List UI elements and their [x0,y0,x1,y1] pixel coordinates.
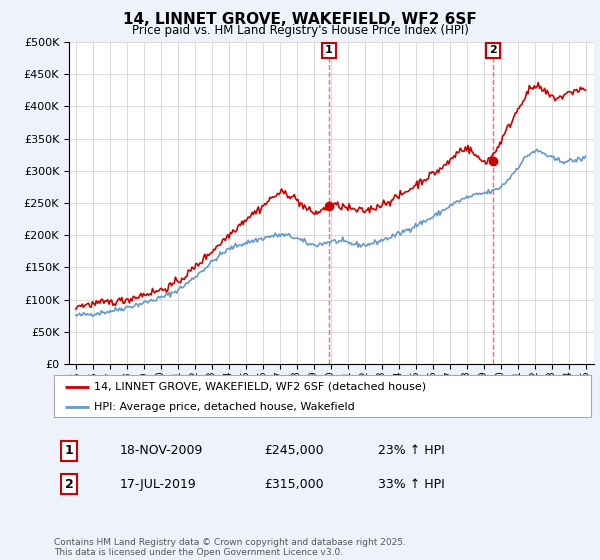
Text: 1: 1 [65,444,73,458]
Text: 14, LINNET GROVE, WAKEFIELD, WF2 6SF (detached house): 14, LINNET GROVE, WAKEFIELD, WF2 6SF (de… [94,382,427,392]
Text: 2: 2 [489,45,497,55]
Text: £245,000: £245,000 [264,444,323,458]
Text: Contains HM Land Registry data © Crown copyright and database right 2025.
This d: Contains HM Land Registry data © Crown c… [54,538,406,557]
Text: 14, LINNET GROVE, WAKEFIELD, WF2 6SF: 14, LINNET GROVE, WAKEFIELD, WF2 6SF [123,12,477,27]
Text: 2: 2 [65,478,73,491]
Text: £315,000: £315,000 [264,478,323,491]
Text: Price paid vs. HM Land Registry's House Price Index (HPI): Price paid vs. HM Land Registry's House … [131,24,469,36]
Text: 23% ↑ HPI: 23% ↑ HPI [378,444,445,458]
Text: 33% ↑ HPI: 33% ↑ HPI [378,478,445,491]
Text: HPI: Average price, detached house, Wakefield: HPI: Average price, detached house, Wake… [94,402,355,412]
Text: 17-JUL-2019: 17-JUL-2019 [120,478,197,491]
Text: 1: 1 [325,45,333,55]
Text: 18-NOV-2009: 18-NOV-2009 [120,444,203,458]
